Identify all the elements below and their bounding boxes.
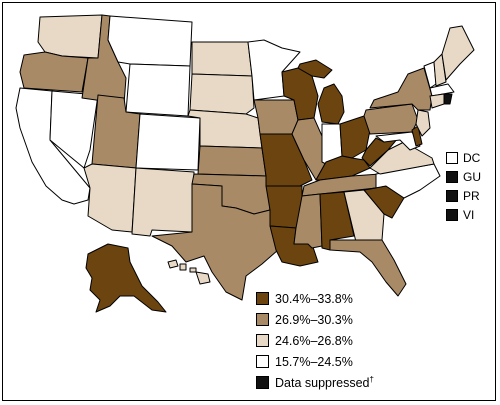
state-maine[interactable]: [441, 25, 475, 81]
legend-label: 15.7%–24.5%: [275, 354, 353, 369]
legend-item: 26.9%–30.3%: [256, 309, 374, 330]
legend-swatch: [256, 292, 269, 305]
legend-swatch: [256, 313, 269, 326]
state-texas[interactable]: [151, 183, 279, 301]
state-north-dakota[interactable]: [191, 41, 253, 77]
territory-label: GU: [463, 170, 481, 184]
state-michigan[interactable]: [317, 83, 345, 125]
territory-vi: VI: [446, 208, 474, 222]
legend-label: 30.4%–33.8%: [275, 291, 353, 306]
territory-pr: PR: [446, 189, 480, 203]
state-kansas[interactable]: [197, 145, 267, 177]
state-alaska[interactable]: [85, 243, 167, 313]
territory-label: VI: [463, 208, 475, 222]
state-colorado[interactable]: [135, 113, 201, 171]
state-west-virginia[interactable]: [361, 137, 399, 167]
state-massachusetts[interactable]: [429, 83, 455, 97]
state-hawaii[interactable]: [167, 259, 211, 285]
state-arizona[interactable]: [83, 163, 137, 233]
state-michigan-upper: [297, 59, 333, 79]
legend-label-text: Data suppressed: [275, 376, 370, 391]
legend-item: Data suppressed†: [256, 372, 374, 393]
territory-swatch: [446, 152, 458, 164]
territory-swatch: [446, 171, 458, 183]
territory-swatch: [446, 190, 458, 202]
territory-label: DC: [463, 151, 481, 165]
state-connecticut[interactable]: [429, 93, 445, 109]
territory-gu: GU: [446, 170, 481, 184]
legend-swatch: [256, 376, 269, 389]
state-south-dakota[interactable]: [189, 73, 255, 115]
territory-label: PR: [463, 189, 480, 203]
legend-item: 15.7%–24.5%: [256, 351, 374, 372]
territory-swatch: [446, 209, 458, 221]
state-rhode-island[interactable]: [443, 93, 453, 105]
state-virginia[interactable]: [369, 141, 435, 175]
state-new-jersey[interactable]: [415, 109, 431, 137]
state-north-carolina[interactable]: [363, 163, 441, 199]
state-montana[interactable]: [107, 15, 193, 67]
territory-dc: DC: [446, 151, 480, 165]
state-pennsylvania[interactable]: [363, 103, 419, 135]
state-wyoming[interactable]: [125, 63, 191, 117]
state-delaware[interactable]: [411, 125, 423, 147]
state-new-york[interactable]: [369, 67, 433, 111]
legend-label: Data suppressed†: [275, 375, 374, 390]
legend-swatch: [256, 334, 269, 347]
state-new-mexico[interactable]: [131, 167, 195, 237]
state-florida[interactable]: [329, 239, 407, 297]
legend-item: 24.6%–26.8%: [256, 330, 374, 351]
map-frame: [2, 2, 496, 401]
state-iowa[interactable]: [253, 99, 299, 135]
legend-label: 24.6%–26.8%: [275, 333, 353, 348]
state-washington[interactable]: [37, 14, 103, 59]
state-georgia[interactable]: [343, 189, 385, 243]
map-legend: 30.4%–33.8% 26.9%–30.3% 24.6%–26.8% 15.7…: [256, 288, 374, 393]
dagger-footnote-mark: †: [369, 374, 374, 384]
state-arkansas[interactable]: [265, 185, 303, 229]
legend-item: 30.4%–33.8%: [256, 288, 374, 309]
legend-swatch: [256, 355, 269, 368]
state-oregon[interactable]: [19, 51, 89, 93]
legend-label: 26.9%–30.3%: [275, 312, 353, 327]
